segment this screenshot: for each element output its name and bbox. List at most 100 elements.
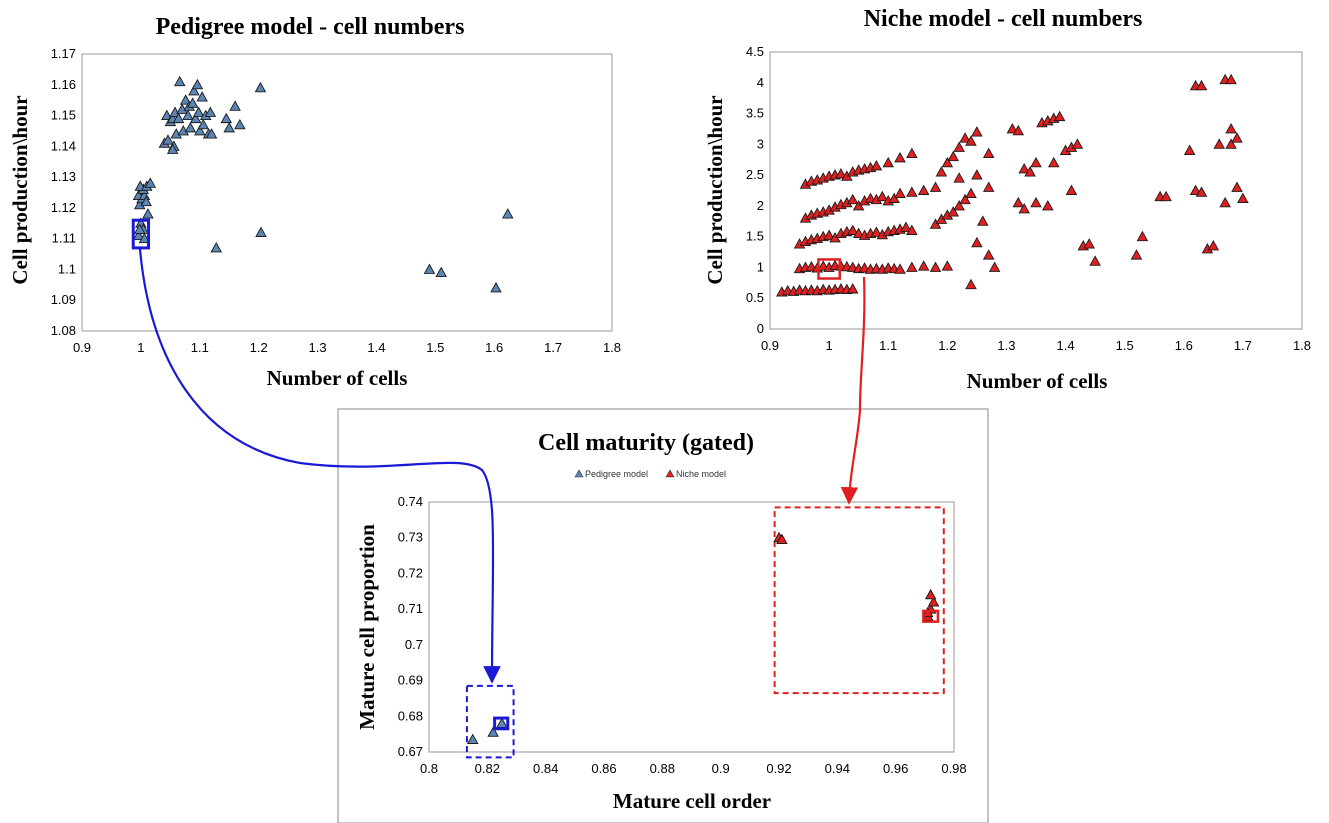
pedigree-y-tick-label: 1.17 [51,46,76,61]
niche-data-point [906,261,918,272]
pedigree-data-point [223,121,235,133]
niche-data-point [823,229,835,240]
maturity-y-axis-label: Mature cell proportion [355,524,379,730]
legend-pedigree-label: Pedigree model [585,469,648,479]
pedigree-data-point [188,85,200,96]
niche-title: Niche model - cell numbers [864,6,1143,32]
maturity-data-point [776,533,788,544]
legend-niche-marker [665,469,675,478]
pedigree-y-tick-label: 1.1 [58,261,76,276]
niche-x-tick-label: 0.9 [761,338,779,353]
pedigree-x-tick-label: 1.5 [426,340,444,355]
niche-x-tick-label: 1.6 [1175,338,1193,353]
maturity-pedigree-highlight-box [493,716,510,731]
niche-data-point [1213,138,1226,149]
niche-data-point [900,221,912,232]
niche-y-tick-label: 4.5 [746,44,764,59]
niche-data-point [971,169,983,180]
pedigree-data-point [255,226,267,237]
pedigree-data-point [142,208,154,219]
maturity-y-tick-label: 0.74 [398,494,423,509]
maturity-y-tick-label: 0.72 [398,565,423,580]
niche-data-point [1207,239,1220,251]
niche-data-point [959,132,971,143]
niche-data-point [846,193,859,205]
pedigree-data-point [138,232,151,244]
niche-x-tick-label: 1.1 [879,338,897,353]
niche-x-tick-label: 1.2 [938,338,956,353]
niche-data-point [929,261,942,272]
niche-data-point [917,260,930,271]
pedigree-points [132,75,514,293]
pedigree-data-point [229,100,241,111]
niche-data-point [982,181,995,192]
maturity-y-ticks: 0.67 0.68 0.69 0.7 0.71 0.72 0.73 0.74 [398,494,423,759]
niche-data-point [941,156,954,168]
maturity-x-tick-label: 0.86 [591,761,616,776]
niche-connector-arrow [840,276,866,505]
niche-data-point [953,172,965,183]
maturity-points [466,531,940,744]
pedigree-data-point [197,118,210,130]
niche-data-point [894,151,906,163]
niche-data-point [959,193,971,205]
niche-y-tick-label: 3 [757,136,764,151]
pedigree-data-point [192,106,205,117]
pedigree-data-point [144,177,157,188]
pedigree-y-tick-label: 1.16 [51,77,76,92]
niche-y-tick-label: 2 [757,198,764,213]
pedigree-panel: Pedigree model - cell numbers 1.081.091.… [8,14,621,390]
niche-data-point [882,156,894,168]
niche-data-point [852,227,865,239]
niche-data-point [965,278,977,290]
pedigree-plot-area [81,53,613,332]
niche-data-point [1012,124,1025,136]
maturity-x-tick-label: 0.88 [650,761,675,776]
legend-niche-label: Niche model [676,469,726,479]
pedigree-y-tick-label: 1.14 [51,138,76,153]
niche-data-point [917,184,930,195]
niche-data-point [935,166,948,177]
niche-data-point [1083,238,1095,249]
niche-data-point [894,263,906,274]
niche-y-tick-label: 2.5 [746,167,764,182]
maturity-legend: Pedigree model Niche model [574,469,726,479]
niche-data-point [953,141,965,152]
niche-data-point [906,186,918,197]
niche-data-point [977,215,989,226]
pedigree-x-ticks: 0.9 1 1.1 1.2 1.3 1.4 1.5 1.6 1.7 1.8 [73,340,621,355]
niche-data-point [929,181,942,192]
maturity-x-tick-label: 0.98 [941,761,966,776]
maturity-x-tick-label: 0.92 [766,761,791,776]
pedigree-data-point [191,78,204,90]
niche-data-point [846,224,859,235]
niche-y-axis-label: Cell production\hour [703,95,727,284]
niche-data-point [1225,73,1237,85]
maturity-data-point [927,596,940,607]
niche-x-tick-label: 1.5 [1116,338,1134,353]
pedigree-x-tick-label: 1.7 [544,340,562,355]
pedigree-data-point [196,91,208,102]
pedigree-data-point [132,229,145,241]
niche-data-point [1189,184,1202,195]
niche-data-point [965,135,977,146]
pedigree-y-tick-label: 1.15 [51,108,76,123]
niche-data-point [941,260,954,271]
niche-data-point [906,147,918,159]
maturity-y-tick-label: 0.67 [398,744,423,759]
niche-data-point [906,224,918,235]
niche-data-point [971,126,983,137]
pedigree-data-point [254,81,267,93]
pedigree-data-point [194,125,206,136]
niche-y-tick-label: 1.5 [746,229,764,244]
niche-data-point [1225,123,1237,134]
pedigree-x-axis-label: Number of cells [267,366,408,390]
maturity-data-point [924,588,937,600]
niche-data-point [971,236,983,248]
maturity-x-tick-label: 0.96 [883,761,908,776]
pedigree-data-point [210,241,223,253]
pedigree-connector-arrow [138,248,501,684]
pedigree-data-point [133,223,146,234]
pedigree-data-point [204,106,217,117]
pedigree-title: Pedigree model - cell numbers [156,14,465,40]
